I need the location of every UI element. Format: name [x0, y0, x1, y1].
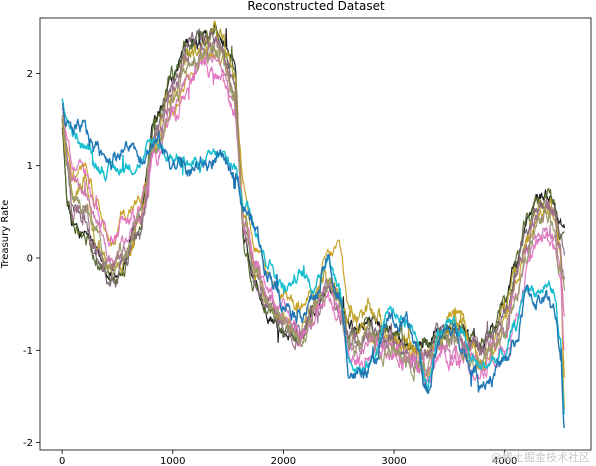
x-axis: 0 1000 2000 3000 4000: [59, 450, 517, 466]
y-axis: -2 -1 0 1 2: [23, 69, 40, 449]
x-tick-label: 3000: [381, 456, 406, 466]
series-line-6: [61, 35, 565, 373]
y-tick-label: 0: [27, 254, 33, 265]
x-tick-label: 0: [59, 456, 65, 466]
y-tick-label: 1: [27, 161, 33, 172]
chart-title: Reconstructed Dataset: [247, 0, 385, 13]
y-tick-label: -2: [23, 438, 33, 449]
x-tick-label: 2000: [271, 456, 296, 466]
plot-frame: [39, 17, 592, 451]
series-line-11: [61, 102, 566, 429]
x-tick-label: 4000: [492, 456, 517, 466]
watermark-text: @稀土掘金技术社区: [491, 450, 590, 464]
y-tick-label: 2: [27, 69, 33, 80]
x-tick-label: 1000: [160, 456, 185, 466]
series-layer: [61, 20, 566, 429]
y-axis-label: Treasury Rate: [0, 200, 11, 270]
y-tick-label: -1: [23, 346, 33, 357]
series-line-10: [61, 98, 566, 415]
